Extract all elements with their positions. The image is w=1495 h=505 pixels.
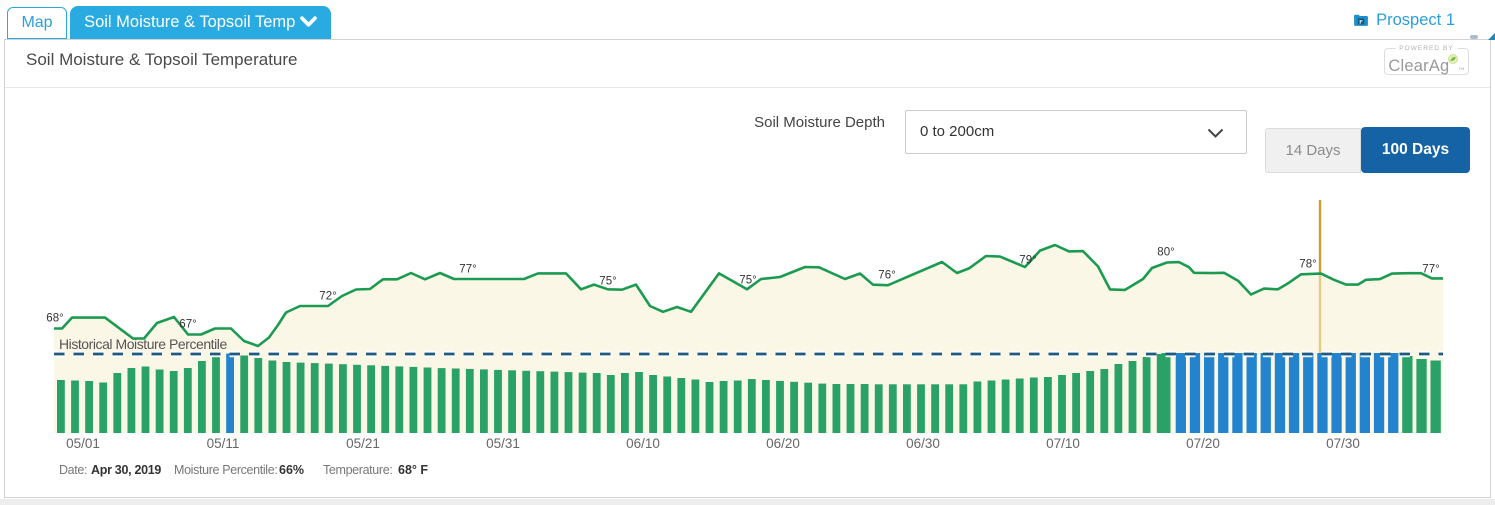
svg-text:78°: 78° [1299, 259, 1316, 271]
svg-text:Historical Moisture Percentile: Historical Moisture Percentile [59, 336, 227, 352]
svg-text:07/30: 07/30 [1326, 436, 1360, 451]
svg-text:68°: 68° [46, 313, 63, 325]
svg-text:07/20: 07/20 [1186, 436, 1220, 451]
svg-text:77°: 77° [459, 264, 476, 276]
svg-text:05/31: 05/31 [486, 436, 520, 451]
svg-text:77°: 77° [1422, 264, 1439, 276]
svg-text:07/10: 07/10 [1046, 436, 1080, 451]
svg-text:76°: 76° [878, 270, 895, 282]
svg-text:P: P [1359, 19, 1363, 25]
svg-text:05/01: 05/01 [66, 436, 100, 451]
svg-text:06/10: 06/10 [626, 436, 660, 451]
svg-text:67°: 67° [179, 319, 196, 331]
svg-text:06/20: 06/20 [766, 436, 800, 451]
svg-text:75°: 75° [599, 276, 616, 288]
svg-text:79°: 79° [1019, 255, 1036, 267]
svg-text:80°: 80° [1157, 247, 1174, 259]
svg-text:06/30: 06/30 [906, 436, 940, 451]
svg-text:75°: 75° [739, 275, 756, 287]
svg-text:72°: 72° [319, 291, 336, 303]
svg-text:05/21: 05/21 [346, 436, 380, 451]
svg-text:05/11: 05/11 [207, 436, 240, 451]
